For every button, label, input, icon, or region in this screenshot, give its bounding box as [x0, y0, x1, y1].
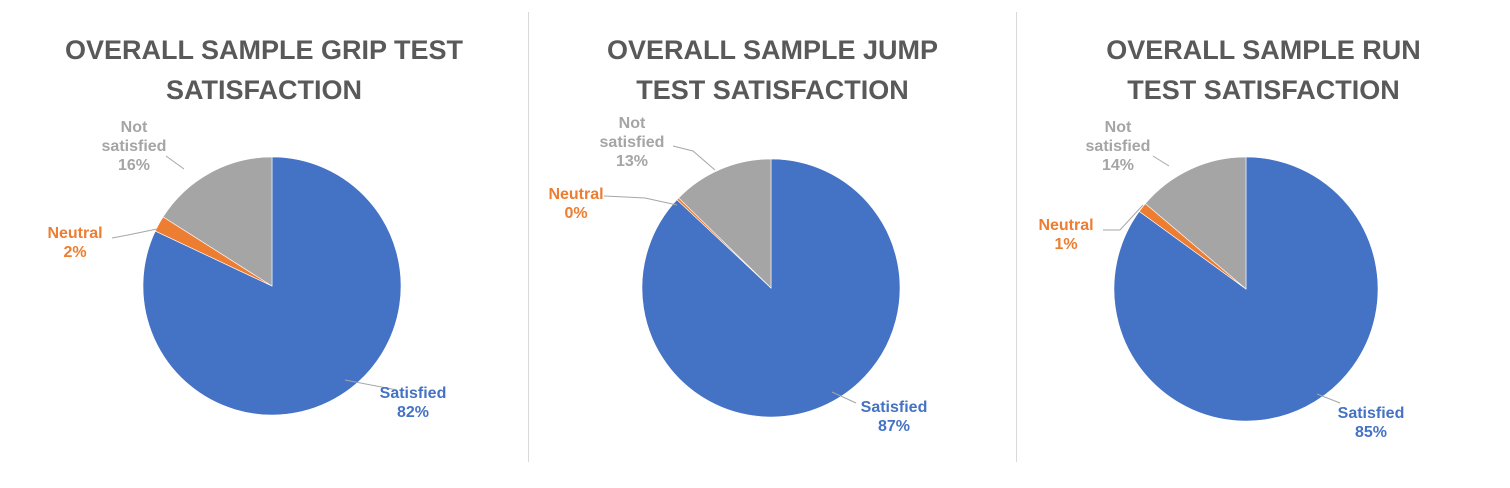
leader-line-neutral [603, 195, 678, 206]
leader-line-not-satisfied [165, 155, 185, 170]
chart-title: OVERALL SAMPLE RUN TEST SATISFACTION [1017, 30, 1510, 110]
divider [1016, 12, 1017, 462]
data-label-category: Satisfied [380, 385, 447, 402]
leader-line-neutral [111, 228, 158, 239]
data-label-value: 14% [1102, 157, 1134, 174]
data-label-category: satisfied [102, 138, 167, 155]
leader-line-neutral [1103, 204, 1144, 231]
data-label-category: Not [619, 115, 646, 132]
data-label-value: 1% [1054, 236, 1077, 253]
data-label-category: Neutral [548, 186, 603, 203]
pie-slice-not-satisfied [162, 156, 273, 287]
data-label-category: Satisfied [861, 399, 928, 416]
pie-slice-not-satisfied [678, 158, 772, 289]
leader-line-not-satisfied [1152, 155, 1170, 167]
data-label-category: Satisfied [1338, 405, 1405, 422]
pie-slice-satisfied [142, 156, 402, 416]
data-label-value: 16% [118, 157, 150, 174]
leader-line-satisfied [344, 379, 398, 391]
chart-title-line-1: OVERALL SAMPLE RUN [1106, 35, 1421, 65]
pie-chart: Satisfied 82% Neutral 2% Not satisfied 16% [47, 119, 447, 421]
data-label-category: Not [121, 119, 148, 136]
data-label-category: Not [1105, 119, 1132, 136]
pie-chart: Satisfied 85% Neutral 1% Not satisfied 14% [1038, 119, 1405, 441]
chart-title-line-2: TEST SATISFACTION [636, 75, 909, 105]
data-label-category: Neutral [1038, 217, 1093, 234]
chart-jump: OVERALL SAMPLE JUMP TEST SATISFACTION Sa… [529, 0, 1016, 488]
divider [528, 12, 529, 462]
chart-title-line-2: SATISFACTION [165, 75, 362, 105]
chart-run: OVERALL SAMPLE RUN TEST SATISFACTION Sat… [1017, 0, 1510, 488]
leader-line-not-satisfied [672, 145, 716, 171]
chart-title-line-1: OVERALL SAMPLE GRIP TEST [64, 35, 464, 65]
leader-line-satisfied [1316, 393, 1341, 404]
chart-title: OVERALL SAMPLE GRIP TEST SATISFACTION [0, 30, 528, 110]
data-label-category: Neutral [47, 225, 102, 242]
leader-line-satisfied [831, 391, 857, 404]
data-label-value: 85% [1355, 424, 1387, 441]
data-label-value: 82% [397, 404, 429, 421]
data-label-category: satisfied [600, 134, 665, 151]
chart-title: OVERALL SAMPLE JUMP TEST SATISFACTION [529, 30, 1016, 110]
pie-chart: Satisfied 87% Neutral 0% Not satisfied 13% [548, 115, 928, 435]
data-label-category: satisfied [1086, 138, 1151, 155]
chart-title-line-2: TEST SATISFACTION [1127, 75, 1400, 105]
data-label-value: 13% [616, 153, 648, 170]
data-label-value: 2% [63, 244, 86, 261]
chart-grip: OVERALL SAMPLE GRIP TEST SATISFACTION Sa… [0, 0, 528, 488]
pie-slice-not-satisfied [1144, 156, 1247, 290]
chart-title-line-1: OVERALL SAMPLE JUMP [606, 35, 939, 65]
data-label-value: 87% [878, 418, 910, 435]
data-label-value: 0% [564, 205, 587, 222]
